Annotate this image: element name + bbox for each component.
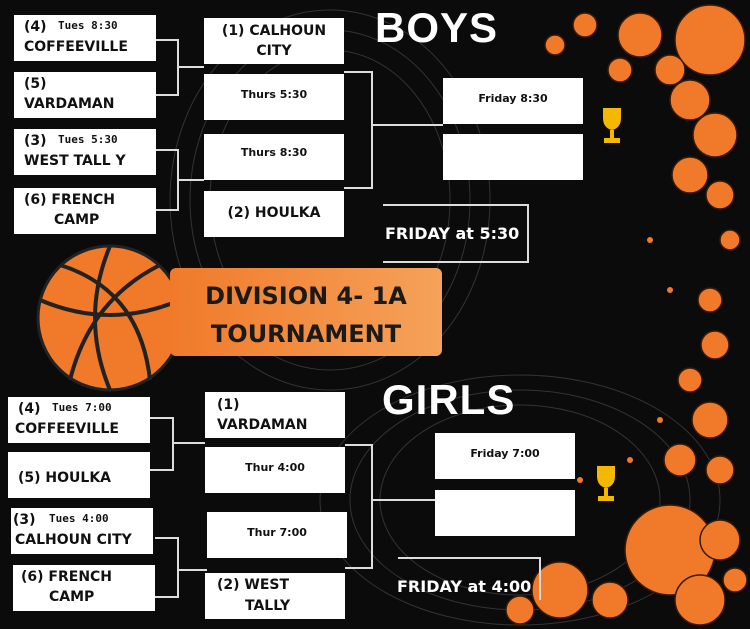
girls-r2-slot-4: (2) WEST TALLY bbox=[205, 573, 345, 619]
girls-final-slot-1: Friday 7:00 bbox=[435, 433, 575, 479]
game-time: Friday 8:30 bbox=[478, 92, 548, 105]
team-name: COFFEEVILLE bbox=[15, 421, 119, 437]
game-time: Thurs 5:30 bbox=[240, 88, 308, 101]
seed: (5) bbox=[24, 76, 47, 92]
girls-r1-match-1-top: (4) Tues 7:00 COFFEEVILLE bbox=[8, 397, 150, 443]
girls-title: GIRLS bbox=[382, 376, 516, 423]
game-time: Tues 7:00 bbox=[52, 401, 112, 414]
team-line: (2) WEST bbox=[217, 577, 290, 593]
girls-r2-slot-3: Thur 7:00 bbox=[207, 512, 347, 558]
team-line: (1) bbox=[217, 397, 240, 413]
boys-r2-slot-4: (2) HOULKA bbox=[204, 191, 344, 237]
trophy-icon bbox=[597, 108, 621, 501]
team-line: VARDAMAN bbox=[217, 417, 308, 433]
game-time: Friday 7:00 bbox=[470, 447, 540, 460]
seed: (5) HOULKA bbox=[18, 470, 112, 486]
seed: (4) bbox=[24, 19, 47, 35]
girls-r2-slot-1: (1) VARDAMAN bbox=[205, 392, 345, 438]
team-line: TALLY bbox=[245, 598, 291, 614]
girls-consolation-time: FRIDAY at 4:00 bbox=[397, 577, 532, 596]
team-name: CALHOUN CITY bbox=[15, 532, 132, 548]
team-line: CITY bbox=[256, 43, 292, 59]
boys-r2-slot-1: (1) CALHOUN CITY bbox=[204, 18, 344, 64]
game-time: Tues 4:00 bbox=[49, 512, 109, 525]
girls-final-slot-2 bbox=[435, 490, 575, 536]
team-line: (2) HOULKA bbox=[227, 205, 321, 221]
boys-final-slot-2 bbox=[443, 134, 583, 180]
team-name: VARDAMAN bbox=[24, 96, 115, 112]
game-time: Tues 8:30 bbox=[58, 19, 118, 32]
team-line: (1) CALHOUN bbox=[221, 23, 327, 39]
seed: (3) bbox=[24, 133, 47, 149]
seed: (4) bbox=[18, 401, 41, 417]
boys-r1-match-1-top: (4) Tues 8:30 COFFEEVILLE bbox=[14, 15, 156, 61]
boys-r1-match-2-top: (3) Tues 5:30 WEST TALL Y bbox=[14, 129, 156, 175]
team-name: WEST TALL Y bbox=[24, 153, 126, 169]
game-time: Tues 5:30 bbox=[58, 133, 118, 146]
seed: (3) bbox=[13, 512, 36, 528]
team-name: CAMP bbox=[49, 589, 95, 605]
team-name: COFFEEVILLE bbox=[24, 39, 128, 55]
boys-r2-slot-3: Thurs 8:30 bbox=[204, 134, 344, 180]
boys-consolation-time: FRIDAY at 5:30 bbox=[385, 224, 520, 243]
team-name: CAMP bbox=[54, 212, 100, 228]
banner-line-1: DIVISION 4- 1A bbox=[205, 282, 407, 310]
game-time: Thur 7:00 bbox=[247, 526, 307, 539]
girls-r1-match-2-bottom: (6) FRENCH CAMP bbox=[13, 565, 155, 611]
decorative-basketballs bbox=[505, 4, 748, 626]
boys-final-slot-1: Friday 8:30 bbox=[443, 78, 583, 124]
boys-r1-match-2-bottom: (6) FRENCH CAMP bbox=[14, 188, 156, 234]
girls-r2-slot-2: Thur 4:00 bbox=[205, 447, 345, 493]
boys-r1-match-1-bottom: (5) VARDAMAN bbox=[14, 72, 156, 118]
seed: (6) FRENCH bbox=[24, 192, 116, 208]
basketball-icon bbox=[36, 244, 184, 392]
boys-r2-slot-2: Thurs 5:30 bbox=[204, 74, 344, 120]
girls-r1-match-2-top: (3) Tues 4:00 CALHOUN CITY bbox=[11, 508, 153, 554]
tournament-banner: DIVISION 4- 1A TOURNAMENT bbox=[170, 268, 442, 356]
seed: (6) FRENCH bbox=[21, 569, 113, 585]
boys-title: BOYS bbox=[375, 4, 499, 51]
banner-line-2: TOURNAMENT bbox=[210, 320, 402, 348]
game-time: Thur 4:00 bbox=[245, 461, 305, 474]
bracket-lines bbox=[150, 39, 541, 600]
game-time: Thurs 8:30 bbox=[240, 146, 308, 159]
girls-r1-match-1-bottom: (5) HOULKA bbox=[8, 452, 150, 498]
